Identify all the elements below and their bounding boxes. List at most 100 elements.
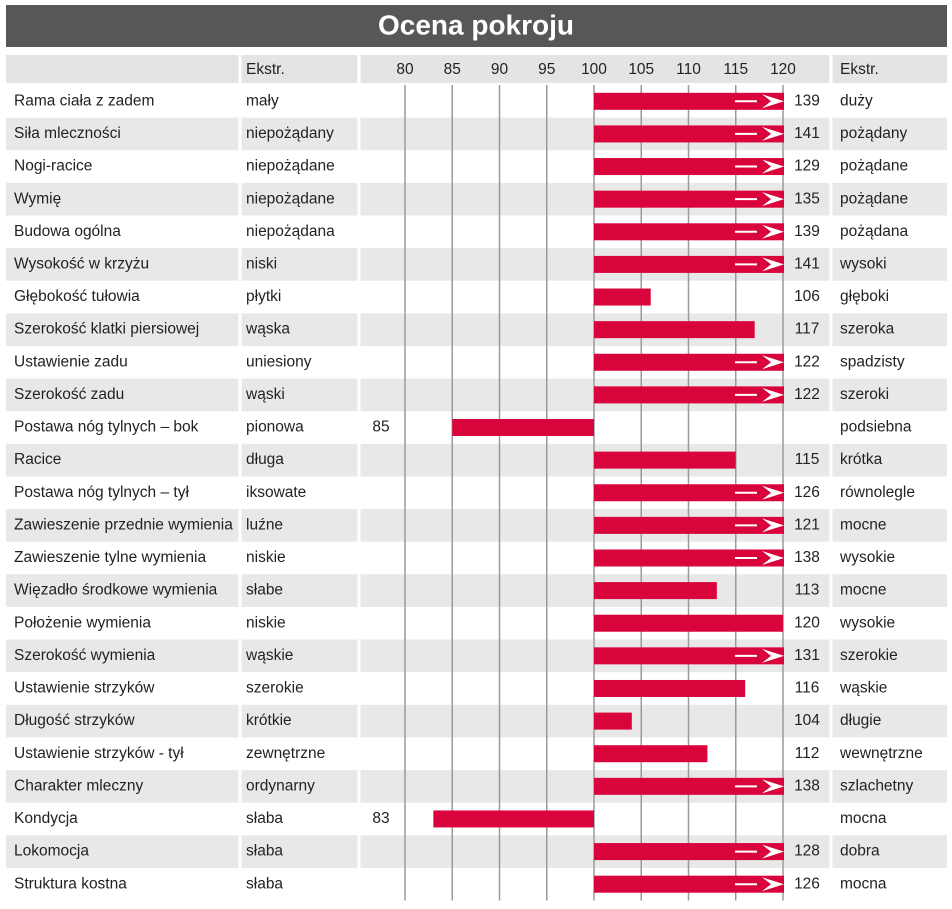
left-extreme: słaba — [246, 875, 283, 892]
left-extreme: pionowa — [246, 419, 304, 436]
value-label: 138 — [794, 777, 820, 794]
trait-name: Postawa nóg tylnych – bok — [14, 419, 199, 436]
bar — [594, 516, 784, 534]
x-tick-label: 100 — [581, 61, 607, 78]
bar — [433, 810, 594, 828]
title-bar — [6, 5, 947, 47]
left-extreme: niepożądane — [246, 158, 335, 175]
trait-name: Głębokość tułowia — [14, 288, 140, 305]
right-extreme: szeroki — [840, 386, 889, 403]
bar — [594, 712, 632, 730]
value-label: 120 — [794, 614, 820, 631]
right-extreme: pożądane — [840, 190, 908, 207]
left-extreme: niepożądane — [246, 190, 335, 207]
bar — [594, 843, 784, 861]
bar — [594, 582, 717, 600]
bar — [594, 386, 784, 404]
value-label: 122 — [794, 353, 820, 370]
right-extreme: pożądany — [840, 125, 907, 142]
overflow-arrow — [762, 192, 784, 207]
left-extreme: niski — [246, 256, 277, 273]
left-extreme: szerokie — [246, 680, 304, 697]
value-label: 128 — [794, 843, 820, 860]
x-tick-label: 110 — [676, 61, 701, 78]
trait-name: Zawieszenie przednie wymienia — [14, 516, 233, 533]
trait-name: Racice — [14, 451, 61, 468]
trait-name: Wysokość w krzyżu — [14, 256, 149, 273]
left-extreme: wąska — [245, 321, 290, 338]
value-label: 141 — [794, 256, 820, 273]
x-tick-label: 80 — [396, 61, 414, 78]
value-label: 126 — [794, 484, 820, 501]
right-extreme: równolegle — [840, 484, 915, 501]
trait-name: Lokomocja — [14, 843, 89, 860]
value-label: 115 — [795, 451, 820, 468]
row-band — [6, 443, 947, 477]
left-extreme: niskie — [246, 614, 286, 631]
left-extreme: słaba — [246, 810, 283, 827]
right-extreme: szerokie — [840, 647, 898, 664]
right-extreme: wąskie — [839, 680, 887, 697]
trait-name: Charakter mleczny — [14, 777, 143, 794]
overflow-arrow — [762, 485, 784, 500]
value-label: 121 — [794, 516, 820, 533]
left-extreme: długa — [246, 451, 284, 468]
right-extreme: szeroka — [840, 321, 895, 338]
value-label: 117 — [795, 321, 820, 338]
right-extreme: wysokie — [839, 614, 895, 631]
right-extreme: dobra — [840, 843, 880, 860]
overflow-arrow — [762, 224, 784, 239]
trait-name: Ustawienie strzyków — [14, 680, 155, 697]
row-band — [6, 248, 947, 281]
trait-name: Szerokość zadu — [14, 386, 124, 403]
overflow-arrow — [762, 550, 784, 565]
overflow-arrow — [762, 355, 784, 370]
value-label: 139 — [794, 92, 820, 109]
value-label: 141 — [794, 125, 820, 142]
row-band — [6, 639, 947, 673]
row-band — [6, 117, 947, 151]
value-label: 138 — [794, 549, 820, 566]
value-label: 104 — [794, 712, 820, 729]
right-extreme: wysoki — [839, 256, 887, 273]
left-extreme: płytki — [246, 288, 281, 305]
row-band — [6, 182, 947, 216]
bar — [594, 679, 746, 697]
bar — [594, 158, 784, 176]
trait-name: Siła mleczności — [14, 125, 121, 142]
bar — [594, 288, 651, 306]
left-extreme: mały — [246, 92, 279, 109]
value-label: 139 — [794, 223, 820, 240]
right-extreme: podsiebna — [840, 419, 912, 436]
trait-name: Więzadło środkowe wymienia — [14, 582, 218, 599]
row-band — [6, 313, 947, 346]
value-label: 83 — [372, 810, 389, 827]
bar — [452, 419, 594, 437]
value-label: 129 — [794, 158, 820, 175]
trait-name: Szerokość wymienia — [14, 647, 156, 664]
bar — [594, 614, 783, 632]
right-header: Ekstr. — [840, 61, 879, 78]
row-band — [6, 509, 947, 542]
row-band — [6, 378, 947, 412]
row-band — [6, 574, 947, 607]
overflow-arrow — [762, 844, 784, 859]
trait-name: Kondycja — [14, 810, 78, 827]
right-extreme: mocne — [840, 582, 887, 599]
overflow-arrow — [762, 126, 784, 141]
x-tick-label: 115 — [723, 61, 748, 78]
left-extreme: krótkie — [246, 712, 292, 729]
x-tick-label: 105 — [628, 61, 654, 78]
value-label: 135 — [794, 190, 820, 207]
x-tick-label: 90 — [491, 61, 509, 78]
overflow-arrow — [762, 257, 784, 272]
right-extreme: szlachetny — [840, 777, 913, 794]
left-extreme: niskie — [246, 549, 286, 566]
bar — [594, 255, 784, 273]
bar — [594, 549, 784, 567]
right-extreme: spadzisty — [840, 353, 905, 370]
right-extreme: wysokie — [839, 549, 895, 566]
left-extreme: słabe — [246, 582, 283, 599]
right-extreme: pożądana — [840, 223, 908, 240]
left-extreme: niepożądana — [246, 223, 335, 240]
